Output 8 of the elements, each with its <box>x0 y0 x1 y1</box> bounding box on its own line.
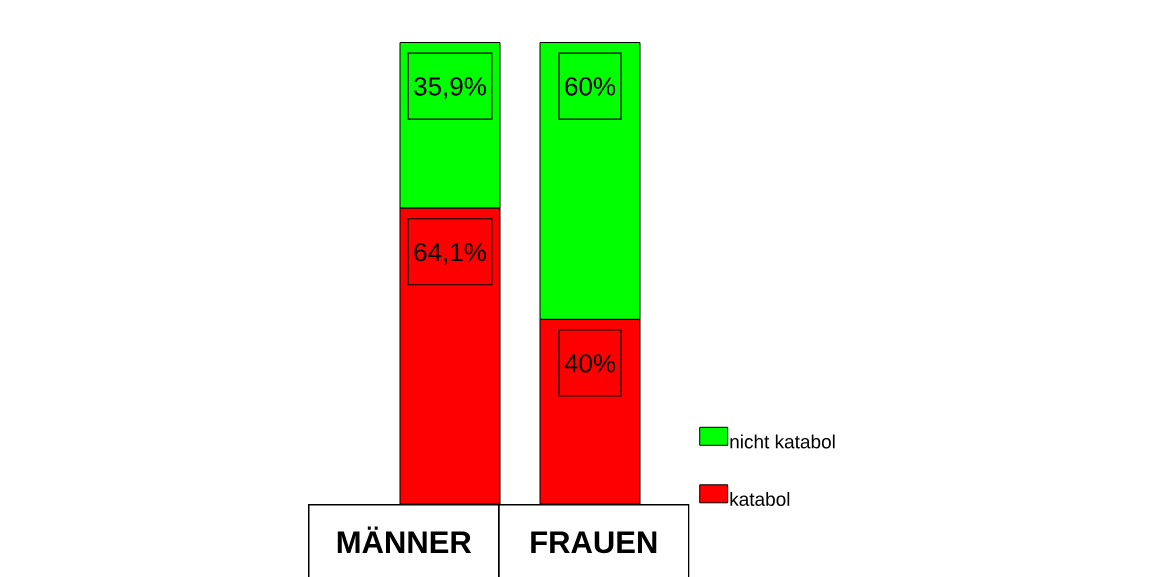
legend-label: katabol <box>730 492 790 506</box>
data-label: 40% <box>564 354 616 373</box>
data-label: 35,9% <box>414 77 486 99</box>
x-tick-label: FRAUEN <box>531 531 657 554</box>
data-label: 60% <box>565 77 616 96</box>
legend-label: nicht katabol <box>730 434 835 449</box>
x-tick-label: MÄNNER <box>337 526 472 553</box>
data-label: 64,1% <box>414 242 486 265</box>
